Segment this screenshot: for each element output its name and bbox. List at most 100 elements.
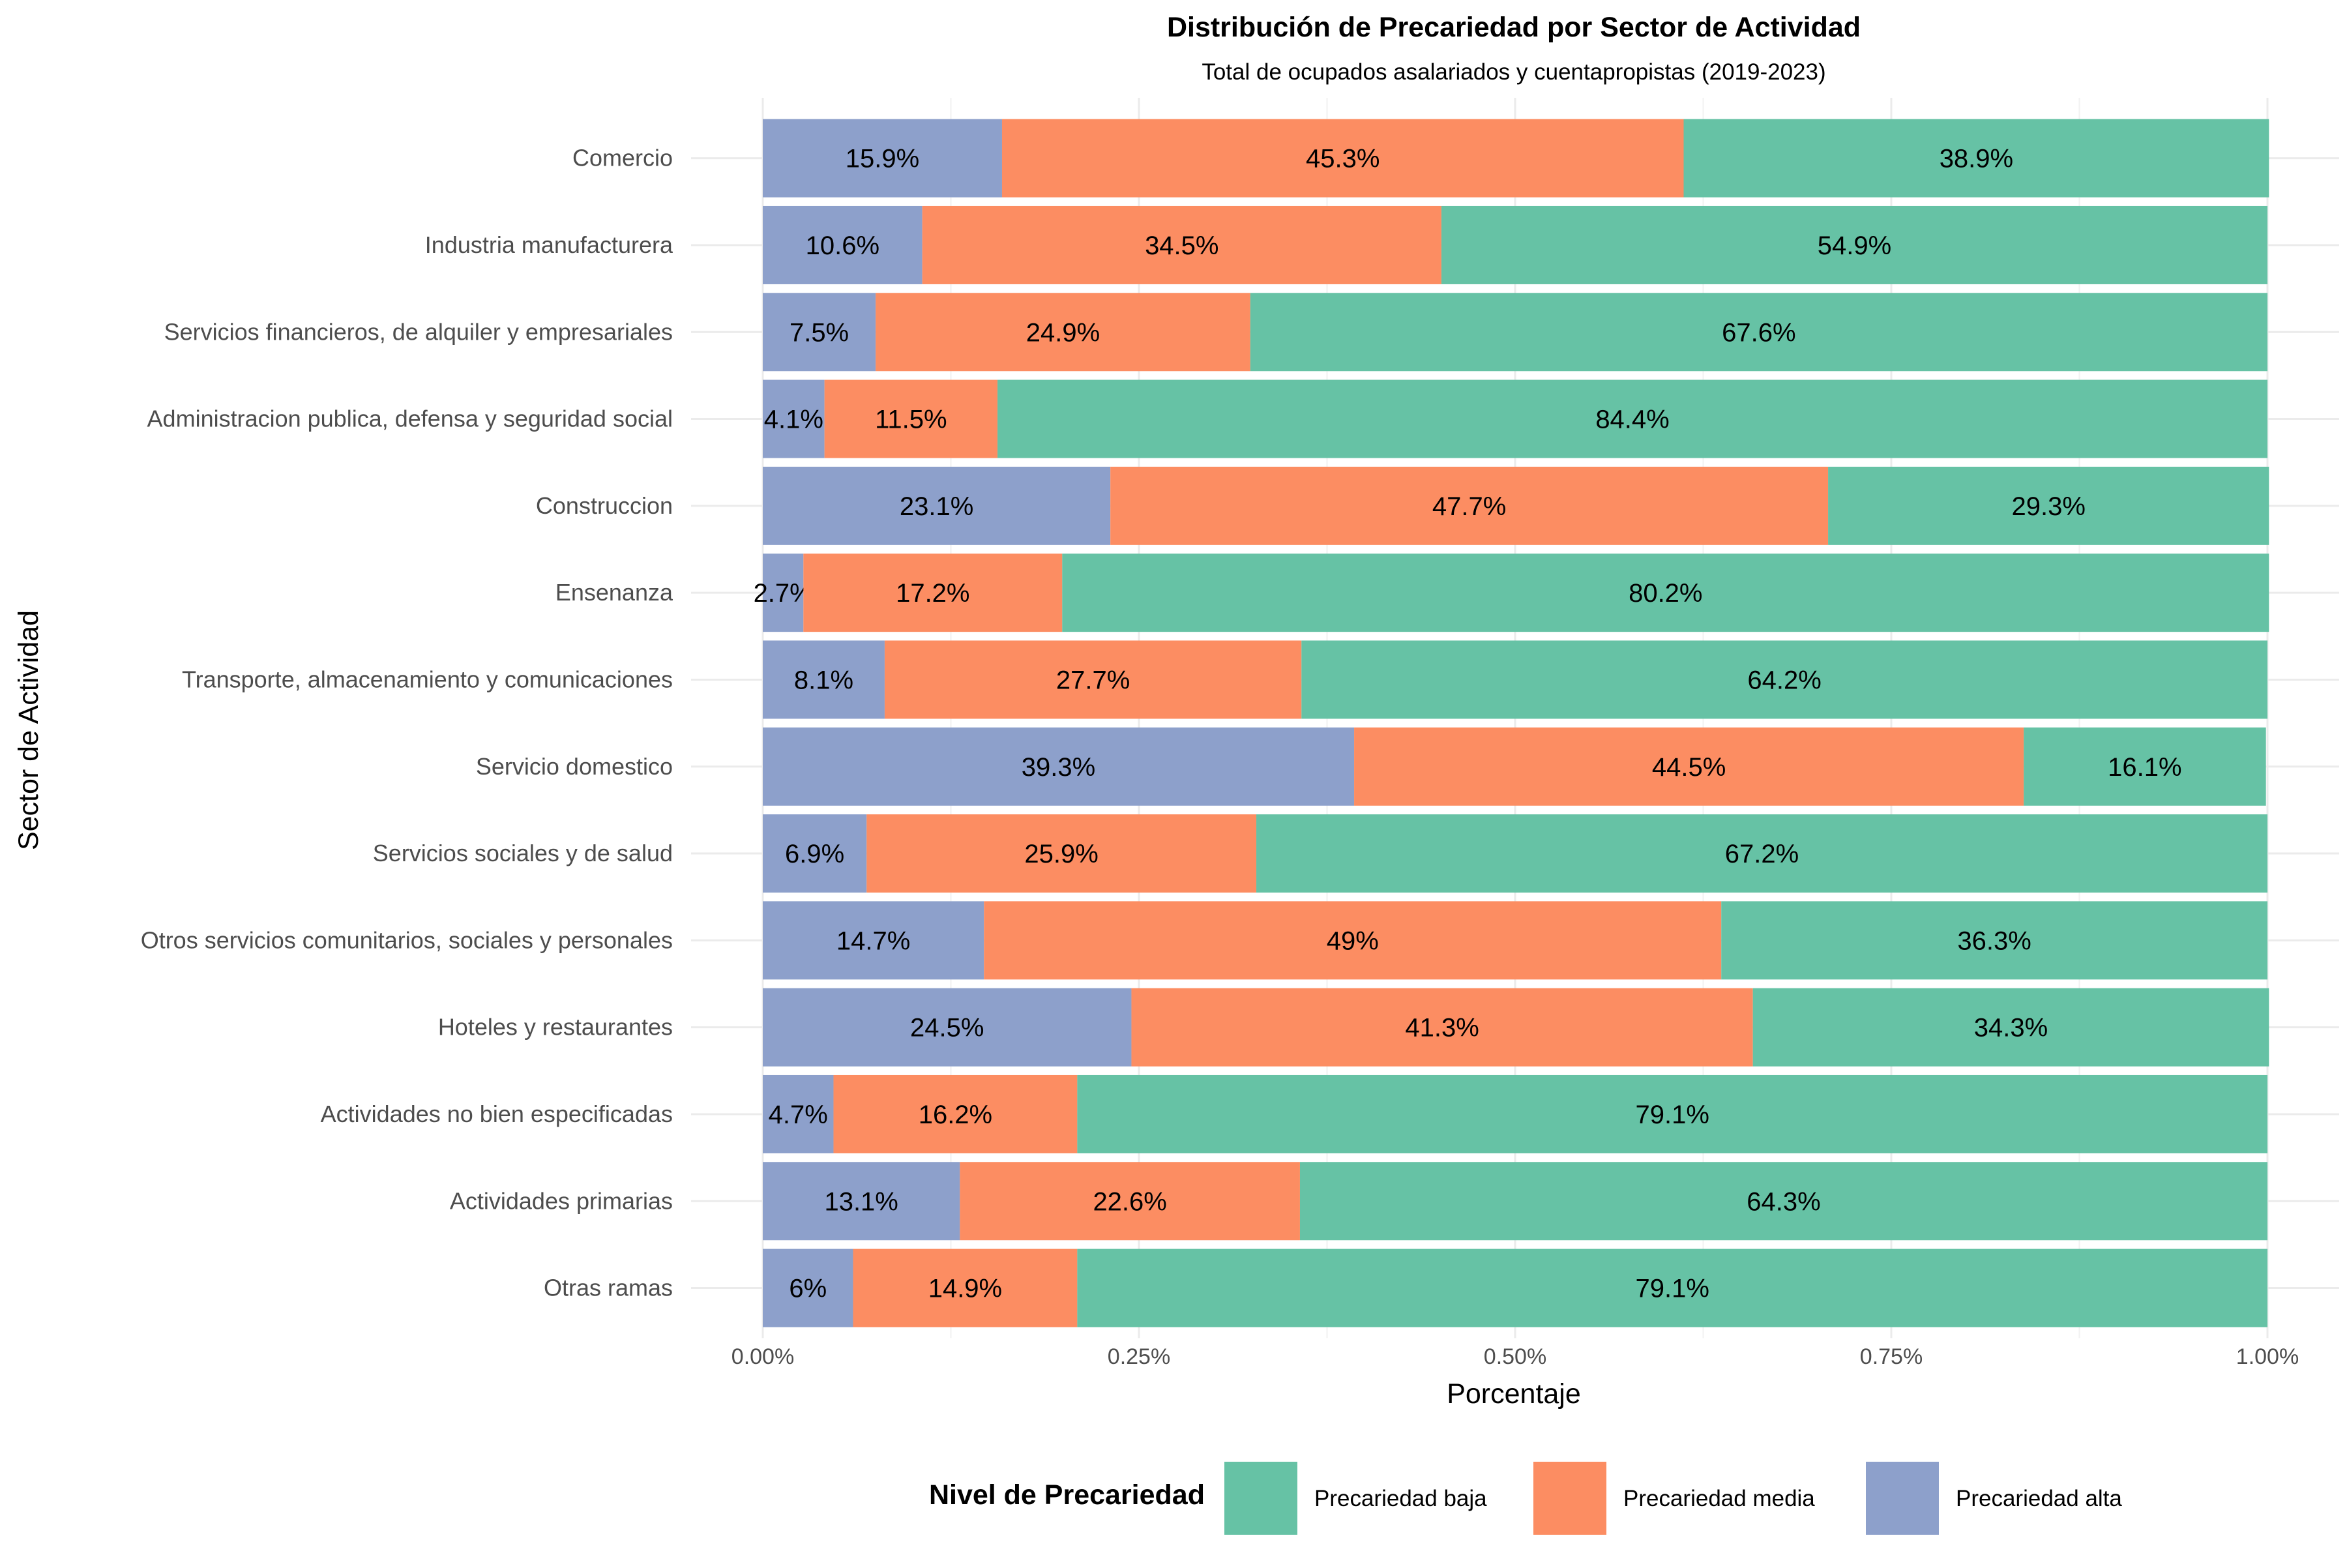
bar-data-label: 25.9%: [1024, 840, 1098, 868]
bar-segment: [1721, 901, 2267, 980]
legend-entry-label: Precariedad alta: [1956, 1486, 2122, 1511]
x-tick-label: 0.00%: [731, 1344, 794, 1369]
y-tick-label: Actividades primarias: [450, 1187, 673, 1214]
bar-segment: [763, 988, 1132, 1067]
bar-data-label: 24.5%: [910, 1014, 984, 1043]
bar-segment: [763, 379, 825, 458]
bar-data-label: 34.3%: [1974, 1014, 2048, 1043]
y-axis-title: Sector de Actividad: [13, 610, 44, 850]
bar-segment: [763, 727, 1355, 806]
bar-data-label: 67.2%: [1725, 840, 1799, 868]
bar-data-label: 27.7%: [1056, 666, 1130, 694]
x-tick-label: 1.00%: [2236, 1344, 2299, 1369]
y-tick-label: Servicio domestico: [476, 753, 673, 780]
bar-segment: [1683, 119, 2269, 198]
legend-entry-label: Precariedad media: [1623, 1486, 1815, 1511]
bar-segment: [960, 1162, 1300, 1241]
bar-data-label: 54.9%: [1818, 231, 1891, 260]
bar-segment: [997, 379, 2267, 458]
bar-data-label: 79.1%: [1635, 1275, 1709, 1303]
bar-segment: [1077, 1074, 2267, 1153]
legend: Nivel de Precariedad Precariedad baja Pre…: [929, 1462, 2122, 1535]
bar-data-label: 22.6%: [1093, 1187, 1166, 1216]
bar-data-label: 16.1%: [2108, 753, 2181, 782]
y-tick-label: Servicios financieros, de alquiler y emp…: [164, 318, 673, 345]
chart-title: Distribución de Precariedad por Sector d…: [1167, 12, 1861, 43]
bar-data-label: 2.7%: [754, 579, 813, 608]
y-tick-label: Actividades no bien especificadas: [321, 1101, 673, 1127]
bar-data-label: 29.3%: [2011, 492, 2085, 521]
bar-segment: [1077, 1249, 2267, 1327]
bar-data-label: 67.6%: [1722, 318, 1795, 347]
bar-data-label: 36.3%: [1957, 926, 2031, 955]
bar-data-label: 6%: [789, 1275, 827, 1303]
y-tick-label: Industria manufacturera: [425, 231, 673, 258]
bar-data-label: 79.1%: [1635, 1101, 1709, 1129]
bar-data-label: 4.7%: [769, 1101, 828, 1129]
bar-data-label: 15.9%: [846, 145, 919, 173]
bar-data-label: 34.5%: [1145, 231, 1218, 260]
bar-segment: [833, 1074, 1078, 1153]
x-axis-title: Porcentaje: [1447, 1378, 1581, 1410]
bar-data-label: 16.2%: [919, 1101, 992, 1129]
x-tick-label: 0.75%: [1860, 1344, 1923, 1369]
bar-segment: [803, 554, 1063, 632]
bar-segment: [853, 1249, 1078, 1327]
bar-segment: [763, 1162, 960, 1241]
bar-segment: [763, 1074, 834, 1153]
legend-key-swatch: [1866, 1462, 1939, 1535]
y-tick-label: Hoteles y restaurantes: [438, 1014, 673, 1041]
bar-segment: [1752, 988, 2269, 1067]
bar-segment: [884, 640, 1302, 719]
bar-data-label: 13.1%: [824, 1187, 898, 1216]
bar-data-label: 64.3%: [1747, 1187, 1820, 1216]
bar-data-label: 14.7%: [836, 926, 910, 955]
bar-data-label: 24.9%: [1026, 318, 1100, 347]
bar-data-label: 38.9%: [1940, 145, 2013, 173]
legend-key-swatch: [1224, 1462, 1297, 1535]
bar-segment: [763, 1249, 853, 1327]
bar-data-label: 4.1%: [764, 406, 823, 434]
x-tick-label: 0.50%: [1484, 1344, 1546, 1369]
bar-segment: [1354, 727, 2024, 806]
legend-entry-label: Precariedad baja: [1314, 1486, 1487, 1511]
y-axis-tick-labels: Comercio Industria manufacturera Servicios…: [141, 145, 673, 1301]
chart-subtitle: Total de ocupados asalariados y cuentapr…: [1202, 59, 1825, 85]
bar-segment: [1131, 988, 1753, 1067]
x-axis-tick-labels: 0.00% 0.25% 0.50% 0.75% 1.00%: [731, 1344, 2299, 1369]
y-tick-label: Transporte, almacenamiento y comunicacio…: [182, 666, 673, 692]
bar-data-label: 10.6%: [806, 231, 879, 260]
bar-data-label: 84.4%: [1595, 406, 1669, 434]
bar-data-label: 45.3%: [1306, 145, 1380, 173]
bar-data-label: 11.5%: [875, 406, 947, 434]
bar-data-label: 64.2%: [1747, 666, 1821, 694]
bar-data-label: 80.2%: [1629, 579, 1702, 608]
legend-key-swatch: [1533, 1462, 1606, 1535]
bar-data-label: 17.2%: [896, 579, 969, 608]
bars-group: 15.9% 45.3% 38.9% 10.6% 34.5% 54.9% 7.5% 24.9% 6…: [754, 119, 2269, 1327]
bar-data-label: 39.3%: [1022, 753, 1095, 782]
bar-segment: [824, 379, 998, 458]
bar-segment: [1250, 293, 2267, 372]
bar-data-label: 8.1%: [794, 666, 853, 694]
bar-segment: [1062, 554, 2269, 632]
y-tick-label: Comercio: [572, 145, 673, 171]
bar-data-label: 41.3%: [1405, 1014, 1479, 1043]
bar-data-label: 7.5%: [790, 318, 849, 347]
y-tick-label: Servicios sociales y de salud: [373, 840, 673, 866]
bar-segment: [1441, 205, 2267, 284]
bar-segment: [763, 466, 1111, 545]
bar-segment: [763, 205, 923, 284]
bar-segment: [763, 814, 867, 893]
bar-data-label: 14.9%: [928, 1275, 1002, 1303]
y-tick-label: Administracion publica, defensa y seguri…: [147, 406, 673, 432]
bar-segment: [763, 640, 885, 719]
bar-segment: [1256, 814, 2267, 893]
bar-segment: [866, 814, 1257, 893]
y-tick-label: Otros servicios comunitarios, sociales y…: [141, 926, 673, 953]
bar-data-label: 44.5%: [1652, 753, 1726, 782]
bar-data-label: 49%: [1327, 926, 1379, 955]
legend-title: Nivel de Precariedad: [929, 1479, 1205, 1511]
